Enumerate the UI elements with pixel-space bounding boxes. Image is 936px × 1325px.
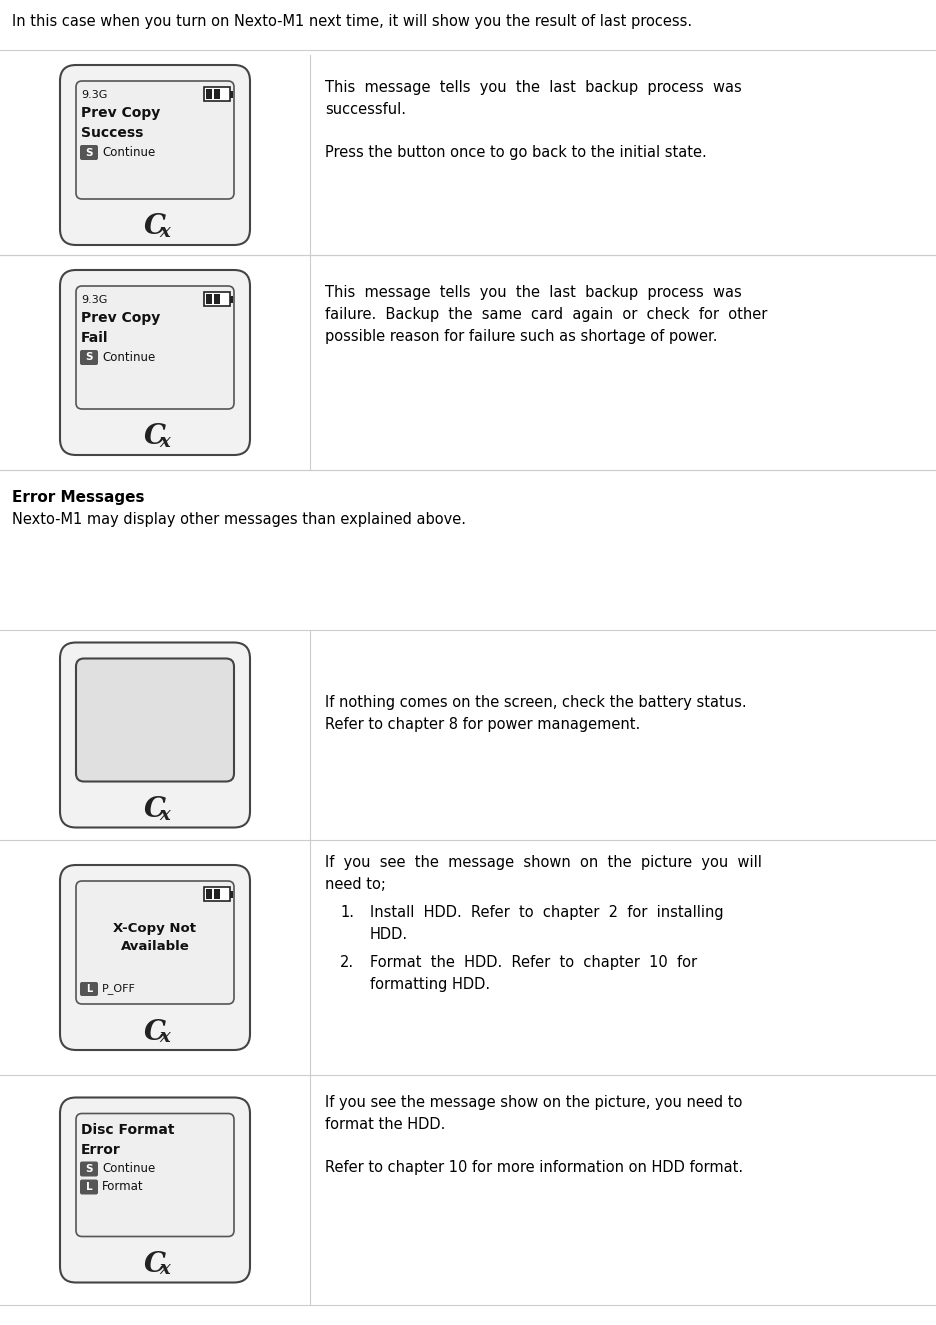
Bar xyxy=(213,89,220,99)
Text: Error: Error xyxy=(80,1142,121,1157)
Text: failure.  Backup  the  same  card  again  or  check  for  other: failure. Backup the same card again or c… xyxy=(325,307,767,322)
FancyBboxPatch shape xyxy=(60,65,250,245)
Text: need to;: need to; xyxy=(325,877,386,892)
Text: formatting HDD.: formatting HDD. xyxy=(370,977,490,992)
Text: Prev Copy: Prev Copy xyxy=(80,106,160,121)
Text: X-Copy Not: X-Copy Not xyxy=(113,922,197,935)
Text: Nexto-M1 may display other messages than explained above.: Nexto-M1 may display other messages than… xyxy=(12,511,465,527)
Text: C: C xyxy=(144,796,166,823)
Text: x: x xyxy=(159,433,170,451)
Text: successful.: successful. xyxy=(325,102,405,117)
Text: If  you  see  the  message  shown  on  the  picture  you  will: If you see the message shown on the pict… xyxy=(325,855,761,871)
FancyBboxPatch shape xyxy=(76,881,234,1004)
Text: Format: Format xyxy=(102,1181,143,1194)
Bar xyxy=(204,886,229,901)
Text: Continue: Continue xyxy=(102,1162,155,1175)
Text: Fail: Fail xyxy=(80,331,109,344)
Text: Refer to chapter 8 for power management.: Refer to chapter 8 for power management. xyxy=(325,717,639,731)
Bar xyxy=(204,292,229,306)
FancyBboxPatch shape xyxy=(76,659,234,782)
Bar xyxy=(213,889,220,898)
Text: Available: Available xyxy=(121,939,189,953)
Bar xyxy=(229,90,233,98)
Text: 1.: 1. xyxy=(340,905,354,920)
Text: 9.3G: 9.3G xyxy=(80,295,108,305)
Text: x: x xyxy=(159,223,170,241)
Bar xyxy=(204,87,229,101)
Text: In this case when you turn on Nexto-M1 next time, it will show you the result of: In this case when you turn on Nexto-M1 n… xyxy=(12,15,692,29)
Text: C: C xyxy=(144,424,166,450)
Text: Refer to chapter 10 for more information on HDD format.: Refer to chapter 10 for more information… xyxy=(325,1159,742,1175)
Text: This  message  tells  you  the  last  backup  process  was: This message tells you the last backup p… xyxy=(325,285,741,299)
FancyBboxPatch shape xyxy=(80,1179,98,1195)
Text: Install  HDD.  Refer  to  chapter  2  for  installing: Install HDD. Refer to chapter 2 for inst… xyxy=(370,905,723,920)
FancyBboxPatch shape xyxy=(76,81,234,199)
Text: Disc Format: Disc Format xyxy=(80,1122,174,1137)
FancyBboxPatch shape xyxy=(76,1113,234,1236)
Text: S: S xyxy=(85,1163,93,1174)
Text: S: S xyxy=(85,147,93,158)
Text: S: S xyxy=(85,352,93,363)
Bar xyxy=(229,295,233,302)
Bar xyxy=(206,294,212,303)
Text: If you see the message show on the picture, you need to: If you see the message show on the pictu… xyxy=(325,1094,741,1110)
Text: Continue: Continue xyxy=(102,146,155,159)
Bar xyxy=(229,890,233,897)
Text: possible reason for failure such as shortage of power.: possible reason for failure such as shor… xyxy=(325,329,717,345)
Text: L: L xyxy=(86,984,92,994)
Text: Prev Copy: Prev Copy xyxy=(80,311,160,325)
Text: 9.3G: 9.3G xyxy=(80,90,108,99)
Text: C: C xyxy=(144,1251,166,1279)
Text: format the HDD.: format the HDD. xyxy=(325,1117,445,1132)
Text: This  message  tells  you  the  last  backup  process  was: This message tells you the last backup p… xyxy=(325,80,741,95)
Text: C: C xyxy=(144,1019,166,1045)
FancyBboxPatch shape xyxy=(60,643,250,828)
FancyBboxPatch shape xyxy=(76,286,234,409)
Bar xyxy=(213,294,220,303)
Text: HDD.: HDD. xyxy=(370,927,408,942)
FancyBboxPatch shape xyxy=(60,1097,250,1283)
Bar xyxy=(206,89,212,99)
FancyBboxPatch shape xyxy=(80,144,98,160)
Text: x: x xyxy=(159,806,170,824)
Text: Continue: Continue xyxy=(102,351,155,364)
Text: x: x xyxy=(159,1028,170,1045)
Text: C: C xyxy=(144,213,166,241)
Text: If nothing comes on the screen, check the battery status.: If nothing comes on the screen, check th… xyxy=(325,696,746,710)
Text: Success: Success xyxy=(80,126,143,140)
Bar xyxy=(206,889,212,898)
Text: P_OFF: P_OFF xyxy=(102,983,136,995)
FancyBboxPatch shape xyxy=(80,982,98,996)
FancyBboxPatch shape xyxy=(80,350,98,364)
Text: L: L xyxy=(85,1182,93,1192)
Text: Error Messages: Error Messages xyxy=(12,490,144,505)
Text: x: x xyxy=(159,1260,170,1279)
Text: Press the button once to go back to the initial state.: Press the button once to go back to the … xyxy=(325,144,706,160)
Text: 2.: 2. xyxy=(340,955,354,970)
Text: Format  the  HDD.  Refer  to  chapter  10  for: Format the HDD. Refer to chapter 10 for xyxy=(370,955,696,970)
FancyBboxPatch shape xyxy=(60,270,250,454)
FancyBboxPatch shape xyxy=(60,865,250,1049)
FancyBboxPatch shape xyxy=(80,1162,98,1177)
